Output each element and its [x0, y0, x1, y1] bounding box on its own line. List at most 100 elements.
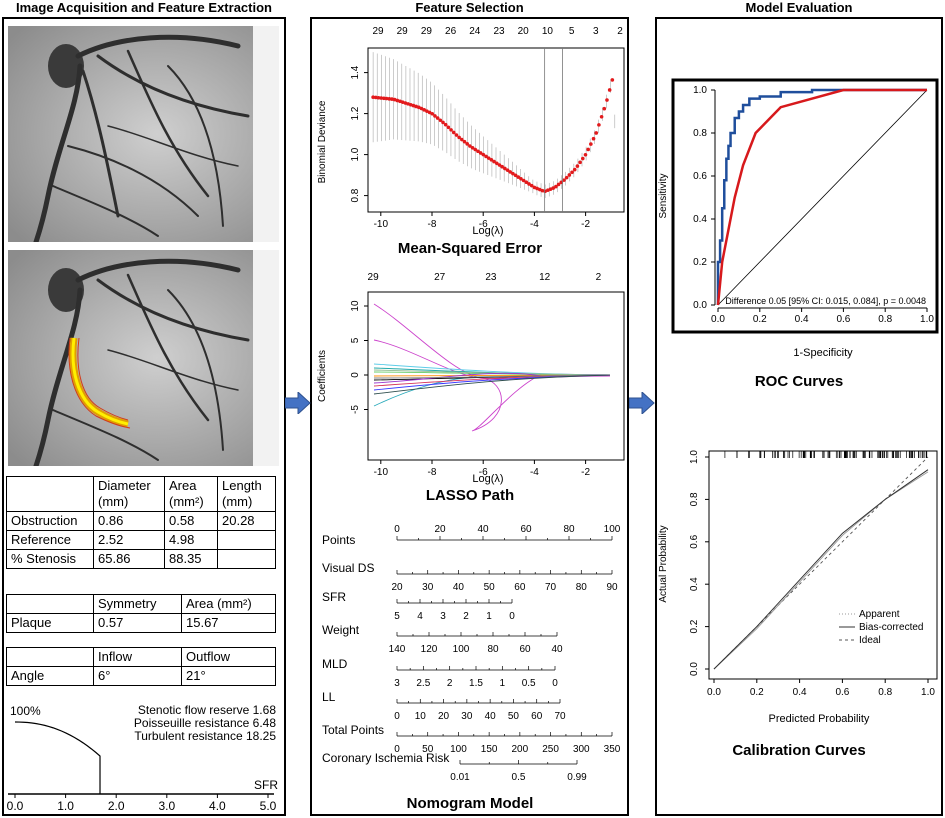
data-point [481, 152, 486, 157]
data-point [486, 156, 491, 160]
left-title: Image Acquisition and Feature Extraction [16, 0, 272, 15]
mse-chart: Binomial Deviance Log(λ) 29 29 29 26 24 23 20 1… [317, 26, 625, 237]
table-cell [6, 647, 94, 667]
tick-label: 0.6 [836, 314, 850, 325]
tick-label: 1.0 [920, 314, 934, 325]
table-cell: 20.28 [217, 511, 276, 531]
angle-table: Inflow Outflow Angle 6° 21° [6, 647, 276, 686]
legend: Apparent Bias-corrected Ideal [839, 609, 923, 646]
tick-label: 60 [514, 582, 526, 593]
tick-label: 40 [485, 711, 497, 722]
data-point [610, 78, 615, 82]
tick-label: 0 [394, 711, 400, 722]
data-point [465, 142, 469, 146]
nomogram-label: LL [322, 690, 336, 704]
plot-frame [367, 47, 625, 213]
tick-label: 40 [551, 644, 563, 655]
middle-title: Feature Selection [415, 0, 524, 15]
table-cell: 2.52 [93, 530, 165, 550]
tick-label: 80 [563, 524, 575, 535]
tick-label: 70 [545, 582, 557, 593]
data-point [583, 152, 588, 157]
axis-label: Binomial Deviance [317, 100, 328, 183]
tick-label: 23 [485, 272, 497, 283]
table-cell: 65.86 [93, 549, 165, 569]
tick-label: 250 [542, 744, 559, 755]
table-cell: 6° [93, 666, 182, 686]
data-point [382, 96, 386, 101]
data-point [484, 154, 488, 159]
data-point [511, 171, 515, 176]
axis-label: Sensitivity [658, 173, 669, 218]
tick-label: 4.0 [209, 799, 226, 813]
table-cell: Area (mm²) [181, 594, 276, 614]
data-point [419, 106, 424, 111]
data-point [554, 184, 558, 189]
tick-label: 0.0 [7, 799, 24, 813]
arrow-right-icon [285, 392, 311, 414]
tick-label: 5.0 [260, 799, 277, 813]
tick-label: -5 [350, 405, 361, 414]
tick-label: 10 [350, 300, 361, 312]
tick-label: 1.0 [693, 85, 707, 96]
data-point [430, 112, 435, 116]
tick-label: 40 [453, 582, 465, 593]
tick-label: 23 [493, 26, 505, 37]
data-point [441, 120, 445, 125]
tick-label: -4 [530, 467, 539, 478]
data-point [417, 105, 421, 110]
roc-heading: ROC Curves [754, 373, 844, 390]
data-point [586, 147, 590, 152]
data-point [449, 128, 453, 132]
table-cell: 0.86 [93, 511, 165, 531]
tick-label: 0.2 [750, 687, 764, 698]
tick-label: 24 [469, 26, 481, 37]
calibration-heading: Calibration Curves [732, 742, 866, 759]
data-point [607, 88, 612, 92]
nomogram-label: MLD [322, 657, 348, 671]
tick-label: 2 [447, 678, 453, 689]
nomogram-label: Coronary Ischemia Risk [322, 751, 450, 765]
table-cell: Obstruction [6, 511, 94, 531]
table-cell: 0.58 [164, 511, 218, 531]
axis-label: Log(λ) [472, 225, 503, 237]
lasso-chart: Coefficients Log(λ) 29 27 23 12 2 -10 -8 -6 -4 -2… [317, 272, 625, 485]
tick-label: 80 [576, 582, 588, 593]
tick-label: 1.0 [57, 799, 74, 813]
tick-label: 120 [421, 644, 438, 655]
data-point [519, 176, 523, 181]
sfr-line: Poisseuille resistance 6.48 [134, 716, 276, 730]
data-point [562, 178, 566, 182]
legend-item: Bias-corrected [859, 622, 923, 633]
tick-label: 29 [372, 26, 384, 37]
tick-label: 1.5 [469, 678, 483, 689]
tick-label: 1.4 [350, 65, 361, 79]
tick-label: -2 [581, 467, 590, 478]
data-point [494, 161, 499, 166]
tick-label: 1 [500, 678, 506, 689]
table-cell: Symmetry [93, 594, 182, 614]
tick-label: 60 [520, 524, 532, 535]
data-point [551, 186, 556, 190]
roc-curve-blue [716, 88, 927, 305]
data-point [387, 97, 392, 101]
tick-label: 100 [453, 644, 470, 655]
table-cell [6, 476, 94, 512]
tick-label: -10 [374, 219, 389, 230]
data-point [505, 168, 510, 172]
data-point [521, 178, 526, 183]
tick-label: 40 [477, 524, 489, 535]
data-point [470, 145, 475, 150]
tick-label: -10 [374, 467, 389, 478]
data-point [567, 173, 572, 177]
table-cell [6, 594, 94, 614]
tick-label: 0 [394, 524, 400, 535]
tick-label: 27 [434, 272, 446, 283]
sfr-top-label: 100% [10, 704, 41, 718]
tick-label: 140 [389, 644, 406, 655]
tick-label: 100 [604, 524, 621, 535]
data-point [497, 163, 502, 167]
tick-label: 30 [422, 582, 434, 593]
data-point [454, 133, 459, 137]
data-point [422, 108, 426, 112]
